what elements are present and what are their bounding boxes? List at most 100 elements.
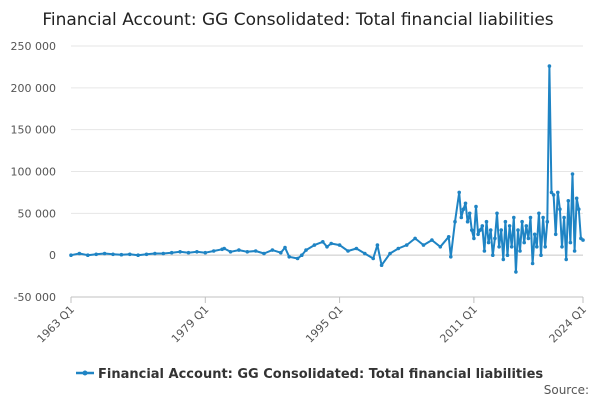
data-point <box>457 190 462 195</box>
data-point <box>495 211 499 216</box>
data-point <box>304 248 308 252</box>
data-point <box>312 243 317 247</box>
data-point <box>321 240 325 244</box>
x-tick-label: 1963 Q1 <box>35 303 78 346</box>
data-point <box>507 224 512 228</box>
data-point <box>570 172 575 176</box>
data-point <box>499 228 504 232</box>
data-point <box>514 270 518 274</box>
data-point <box>211 249 216 253</box>
data-point <box>453 219 457 224</box>
data-point <box>102 251 107 256</box>
data-point <box>237 248 241 252</box>
series-line <box>70 65 584 273</box>
y-tick-label: 150 000 <box>11 124 57 137</box>
data-point <box>480 224 485 228</box>
data-point <box>472 236 476 241</box>
data-point <box>379 263 384 268</box>
data-point <box>486 240 491 245</box>
data-point <box>446 235 451 239</box>
data-point <box>503 219 508 224</box>
data-point <box>300 253 304 257</box>
data-point <box>186 250 191 255</box>
data-point <box>467 211 472 216</box>
data-point <box>371 256 376 261</box>
data-point <box>541 215 545 220</box>
chart-title: Financial Account: GG Consolidated: Tota… <box>42 10 553 30</box>
data-point <box>543 245 547 249</box>
data-point <box>474 204 478 209</box>
data-point <box>463 201 468 206</box>
data-point <box>553 232 558 237</box>
data-point <box>325 245 329 249</box>
data-point <box>505 253 510 257</box>
x-tick-label: 1979 Q1 <box>169 303 212 346</box>
data-point <box>388 251 392 256</box>
data-point <box>465 219 470 224</box>
data-point <box>512 215 516 220</box>
data-point <box>524 224 529 228</box>
data-point <box>461 207 466 211</box>
data-point <box>484 219 489 224</box>
data-point <box>470 228 474 232</box>
source-label[interactable]: Source: <box>544 383 589 397</box>
data-point <box>228 250 233 254</box>
data-point <box>539 253 543 257</box>
data-point <box>482 249 487 253</box>
data-point <box>497 245 501 249</box>
data-point <box>354 246 359 251</box>
data-point <box>537 211 541 216</box>
data-point <box>558 207 562 211</box>
data-point <box>518 249 522 253</box>
data-point <box>77 251 82 256</box>
series <box>69 64 585 274</box>
legend[interactable]: Financial Account: GG Consolidated: Tota… <box>76 367 543 382</box>
data-point <box>476 232 480 237</box>
data-point <box>478 228 483 232</box>
data-point <box>528 215 533 220</box>
data-point <box>535 245 539 249</box>
data-point <box>195 250 199 254</box>
data-point <box>245 250 250 254</box>
data-point <box>283 245 287 250</box>
data-point <box>577 207 581 211</box>
y-tick-label: 50 000 <box>18 207 57 220</box>
x-tick-label: 1995 Q1 <box>303 303 346 346</box>
data-point <box>136 253 140 257</box>
data-point <box>375 243 380 247</box>
data-point <box>491 253 495 257</box>
legend-label: Financial Account: GG Consolidated: Tota… <box>98 367 543 382</box>
y-tick-label: 100 000 <box>11 166 57 179</box>
data-point <box>459 215 464 220</box>
data-point <box>346 249 350 253</box>
data-point <box>549 190 554 195</box>
data-point <box>262 251 266 256</box>
data-point <box>509 245 514 249</box>
data-point <box>329 241 334 246</box>
data-point <box>556 190 560 195</box>
data-point <box>568 240 573 245</box>
y-tick-label: -50 000 <box>14 291 56 304</box>
data-point <box>421 243 426 247</box>
data-point <box>574 196 579 201</box>
y-tick-label: 250 000 <box>11 40 57 53</box>
data-point <box>532 232 537 237</box>
x-tick-label: 2024 Q1 <box>547 303 590 346</box>
data-point <box>493 236 497 241</box>
grid <box>71 45 583 298</box>
data-point <box>562 215 566 220</box>
data-point <box>86 253 90 257</box>
data-point <box>438 245 443 249</box>
data-point <box>396 246 401 251</box>
data-point <box>222 246 226 251</box>
y-tick-label: 200 000 <box>11 82 57 95</box>
data-point <box>501 257 506 262</box>
data-point <box>119 252 124 257</box>
data-point <box>270 248 275 252</box>
data-point <box>94 252 98 257</box>
data-point <box>161 251 166 256</box>
data-point <box>203 250 208 255</box>
legend-marker-icon <box>82 370 88 376</box>
data-point <box>144 252 149 257</box>
